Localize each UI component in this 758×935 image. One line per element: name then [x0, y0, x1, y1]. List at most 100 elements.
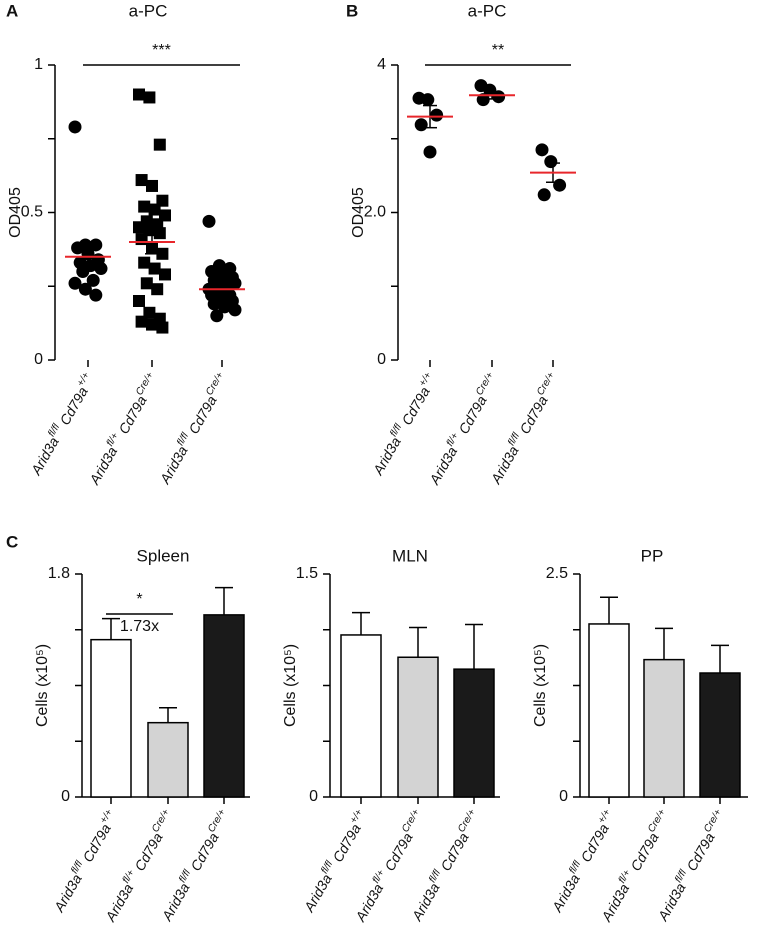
point [148, 262, 161, 275]
point [94, 262, 108, 276]
gene: Arid3a [425, 444, 460, 488]
significance-label: ** [492, 42, 504, 59]
chart-title: Spleen [137, 546, 190, 565]
point [151, 283, 164, 296]
point [553, 178, 567, 192]
gene: Cd79a [115, 393, 150, 437]
point [159, 268, 171, 281]
bar [453, 668, 495, 798]
bar [397, 656, 439, 798]
x-tick-label: Arid3afl/flCd79a+/+ [298, 807, 371, 915]
gene: Cd79a [79, 821, 114, 865]
point [414, 118, 428, 132]
point [135, 233, 148, 246]
point [86, 273, 100, 287]
point [228, 303, 242, 317]
superscript: Cre/+ [134, 370, 156, 397]
point [135, 315, 148, 328]
y-axis-label: Cells (x10⁵) [34, 644, 51, 727]
point [430, 108, 444, 122]
y-tick-label: 2.5 [546, 565, 568, 582]
y-tick-label: 0 [309, 788, 318, 805]
point [210, 309, 224, 323]
gene: Cd79a [398, 384, 433, 428]
point [135, 174, 148, 187]
chart-title: a-PC [468, 1, 507, 20]
gene: Arid3a [597, 881, 632, 925]
superscript: Cre/+ [535, 370, 557, 397]
panel-letter: A [6, 1, 18, 20]
gene: Arid3a [85, 444, 120, 488]
gene: Cd79a [516, 393, 551, 437]
panel-letter: B [346, 1, 358, 20]
gene: Arid3a [408, 880, 443, 924]
y-axis-label: OD405 [350, 187, 367, 238]
gene: Cd79a [437, 830, 472, 874]
gene: Cd79a [683, 830, 718, 874]
chart-title: PP [641, 546, 664, 565]
point [421, 93, 435, 107]
point [89, 288, 103, 302]
y-tick-label: 4 [377, 56, 386, 73]
gene: Arid3a [300, 871, 335, 915]
point [202, 214, 216, 228]
y-tick-label: 0 [559, 788, 568, 805]
y-tick-label: 1.5 [296, 565, 318, 582]
superscript: Cre/+ [206, 807, 228, 834]
y-tick-label: 0.5 [21, 204, 43, 221]
y-axis-label: OD405 [7, 187, 24, 238]
point [68, 120, 82, 134]
bar [588, 623, 630, 798]
point [492, 90, 506, 104]
x-tick-label: Arid3afl/flCd79aCre/+ [154, 370, 232, 487]
y-tick-label: 2.0 [364, 204, 386, 221]
superscript: Cre/+ [456, 807, 478, 834]
y-axis-label: Cells (x10⁵) [282, 644, 299, 727]
gene: Arid3a [487, 443, 522, 487]
y-tick-label: 0 [34, 351, 43, 368]
significance-label: * [136, 591, 142, 608]
superscript: Cre/+ [646, 807, 668, 834]
point [138, 256, 151, 269]
gene: Arid3a [101, 881, 136, 925]
point [483, 83, 497, 97]
point [207, 297, 221, 311]
point [133, 88, 145, 101]
gene: Cd79a [381, 830, 416, 874]
gene: Cd79a [455, 393, 490, 437]
point [156, 247, 169, 260]
bar [203, 614, 245, 798]
gene: Arid3a [351, 881, 386, 925]
gene: Cd79a [577, 821, 612, 865]
gene: Cd79a [329, 821, 364, 865]
superscript: Cre/+ [474, 370, 496, 397]
point [153, 138, 166, 151]
point [535, 143, 549, 157]
point [76, 265, 90, 278]
panel-letter: C [6, 532, 18, 551]
gene: Arid3a [548, 871, 583, 915]
gene: Arid3a [156, 443, 191, 487]
chart-title: MLN [392, 546, 428, 565]
point [133, 221, 145, 234]
gene: Cd79a [627, 830, 662, 874]
gene: Arid3a [27, 434, 62, 478]
point [544, 155, 558, 169]
gene: Arid3a [158, 880, 193, 924]
point [138, 200, 151, 213]
point [133, 295, 145, 307]
gene: Cd79a [131, 830, 166, 874]
point [71, 241, 85, 255]
point [143, 91, 156, 104]
gene: Cd79a [185, 393, 220, 437]
superscript: Cre/+ [204, 370, 226, 397]
point [537, 188, 551, 202]
point [218, 300, 232, 314]
point [148, 203, 161, 216]
x-tick-label: Arid3afl/flCd79aCre/+ [406, 807, 484, 924]
x-tick-label: Arid3afl/flCd79aCre/+ [156, 807, 234, 924]
gene: Cd79a [187, 830, 222, 874]
x-tick-label: Arid3afl/flCd79a+/+ [25, 370, 98, 478]
bar [699, 672, 741, 798]
bar [643, 658, 685, 798]
